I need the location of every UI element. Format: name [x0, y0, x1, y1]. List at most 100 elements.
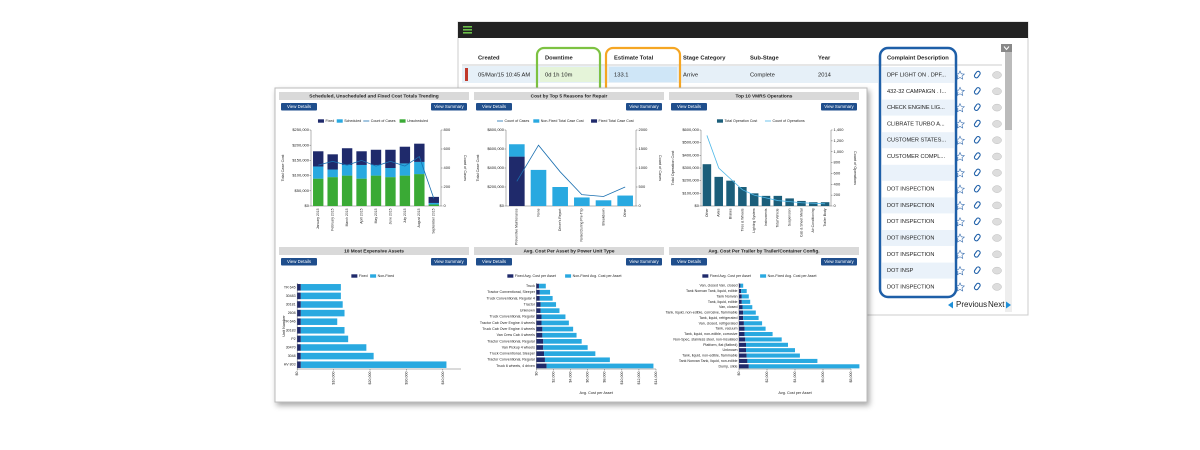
link-icon[interactable] [973, 70, 981, 79]
button[interactable] [281, 103, 317, 111]
button-label[interactable]: View Details [482, 259, 507, 264]
complaint-cell: CHECK ENGINE LIG... [887, 105, 945, 111]
x-tick-label: $0 [295, 372, 299, 376]
link-icon[interactable] [973, 87, 981, 95]
column-header[interactable]: Stage Category [683, 56, 726, 62]
legend-swatch [565, 274, 572, 278]
next-arrow[interactable] [1006, 301, 1011, 309]
button[interactable] [671, 103, 707, 111]
bar [746, 348, 795, 353]
column-header[interactable]: Year [818, 56, 831, 62]
toggle[interactable] [992, 266, 1002, 275]
button-label[interactable]: View Summary [434, 104, 464, 109]
link-icon[interactable] [973, 136, 981, 144]
button-label[interactable]: View Summary [629, 259, 659, 264]
toggle[interactable] [992, 250, 1002, 259]
button-label[interactable]: View Details [287, 259, 312, 264]
y-axis-title: Unit Number [282, 315, 286, 337]
link-icon[interactable] [973, 266, 981, 274]
link-icon[interactable] [973, 233, 981, 242]
pager-next[interactable]: Next [988, 300, 1005, 309]
bar [536, 345, 544, 350]
toggle[interactable] [992, 87, 1002, 96]
y2-tick-label: 200 [834, 192, 841, 197]
menu-icon[interactable] [463, 32, 472, 34]
link-icon[interactable] [973, 168, 981, 177]
menu-icon[interactable] [463, 26, 472, 28]
link-icon[interactable] [973, 103, 981, 111]
y2-tick-label: 500 [639, 184, 646, 189]
legend-label: Fixed Total Case Cost [599, 119, 634, 123]
toggle[interactable] [992, 201, 1002, 210]
y-tick-label: 30183 [286, 328, 296, 332]
bar [542, 332, 577, 338]
toggle[interactable] [992, 234, 1002, 242]
menu-icon[interactable] [463, 29, 472, 31]
button[interactable] [821, 103, 857, 111]
toggle[interactable] [992, 152, 1002, 161]
button-label[interactable]: View Summary [629, 104, 659, 109]
scrollbar [1005, 50, 1012, 312]
link-icon[interactable] [973, 184, 981, 193]
row-bg [882, 197, 954, 214]
dropdown-btn[interactable] [1001, 44, 1012, 52]
column-header[interactable]: Sub-Stage [750, 56, 779, 62]
button[interactable] [821, 258, 857, 266]
button-label[interactable]: View Summary [824, 104, 854, 109]
button[interactable] [431, 103, 467, 111]
x-tick-label: June 2015 [388, 208, 392, 224]
scroll-thumb[interactable] [1005, 50, 1012, 130]
prev-arrow[interactable] [948, 301, 953, 309]
button[interactable] [431, 258, 467, 266]
column-header[interactable]: Estimate Total [614, 56, 654, 62]
column-header[interactable]: Complaint Description [887, 56, 949, 62]
pager-previous[interactable]: Previous [956, 300, 987, 309]
toggle[interactable] [992, 120, 1002, 128]
toggle[interactable] [992, 283, 1002, 291]
legend-label: Count of Cases [371, 119, 396, 123]
button-label[interactable]: View Details [677, 104, 702, 109]
x-tick-label: Brakes [728, 208, 732, 219]
column-header[interactable]: Downtime [545, 56, 573, 62]
toggle[interactable] [992, 169, 1002, 177]
bar [300, 292, 341, 300]
button[interactable] [671, 258, 707, 266]
bar [297, 352, 301, 360]
link-icon[interactable] [973, 119, 981, 128]
button[interactable] [476, 258, 512, 266]
link-icon[interactable] [973, 217, 981, 226]
button[interactable] [476, 103, 512, 111]
bar [539, 296, 553, 301]
x-tick-label: $30,000 [404, 372, 408, 385]
bar [748, 364, 860, 369]
button[interactable] [626, 103, 662, 111]
button-label[interactable]: View Details [677, 259, 702, 264]
link-icon[interactable] [973, 152, 981, 160]
y-tick-label: $100,000 [682, 190, 699, 195]
row-bg [882, 99, 954, 116]
button-label[interactable]: View Details [482, 104, 507, 109]
bar [739, 321, 744, 326]
toggle[interactable] [992, 103, 1002, 112]
button-label[interactable]: View Details [287, 104, 312, 109]
link-icon[interactable] [973, 282, 981, 291]
link-icon[interactable] [973, 201, 981, 209]
link-icon[interactable] [973, 250, 981, 258]
button-label[interactable]: View Summary [824, 259, 854, 264]
button[interactable] [626, 258, 662, 266]
bar [300, 309, 345, 317]
toggle[interactable] [992, 185, 1002, 193]
toggle[interactable] [992, 217, 1002, 226]
column-header[interactable]: Created [478, 56, 500, 62]
button[interactable] [281, 258, 317, 266]
x-tick-label: $4,000 [793, 372, 797, 383]
toggle[interactable] [992, 136, 1002, 144]
toggle[interactable] [992, 71, 1002, 79]
bar [739, 289, 742, 294]
bar [702, 164, 712, 206]
button-label[interactable]: View Summary [434, 259, 464, 264]
y-tick-label: $400,000 [487, 165, 504, 170]
top-bar [458, 22, 1028, 38]
bar [739, 299, 742, 304]
panel-title-bar [669, 247, 859, 255]
